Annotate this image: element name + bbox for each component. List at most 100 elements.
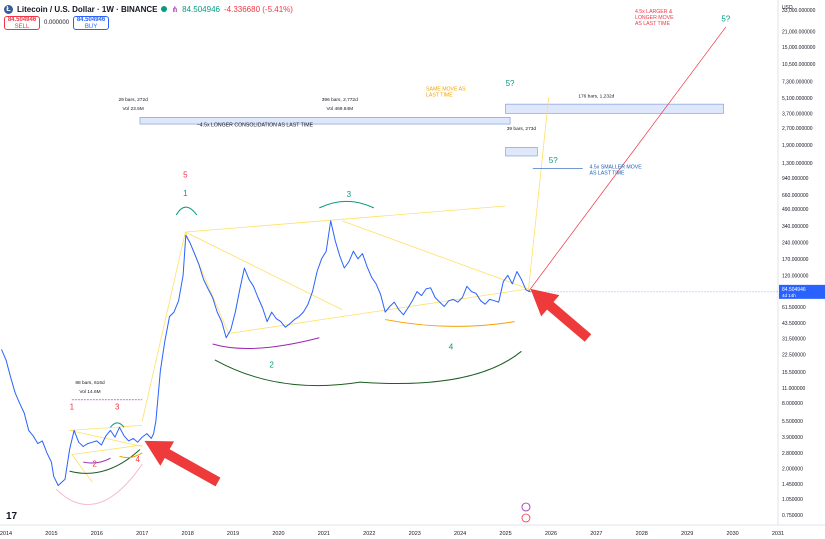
x-tick-label: 2028 — [636, 531, 648, 537]
measure-note: Vol 469.84M — [326, 106, 353, 112]
measure-box — [139, 117, 511, 125]
y-tick-label: 43.500000 — [782, 321, 806, 327]
yellow-trend-line — [185, 231, 343, 310]
callout-text: LAST TIME — [426, 93, 453, 99]
wave-label: 5? — [549, 156, 558, 165]
x-tick-label: 2021 — [318, 531, 330, 537]
x-tick-label: 2016 — [91, 531, 103, 537]
x-tick-label: 2014 — [0, 531, 12, 537]
measure-note: 396 bars, 2,772d — [322, 97, 358, 103]
wave-label: 2 — [92, 459, 97, 468]
dark-green-arc — [214, 350, 522, 387]
x-tick-label: 2023 — [409, 531, 421, 537]
x-tick-label: 2019 — [227, 531, 239, 537]
y-tick-label: 2,700.000000 — [782, 126, 813, 132]
yellow-trend-line — [141, 231, 186, 421]
market-status-dot-icon — [161, 6, 168, 12]
wave-label: 5? — [506, 79, 515, 88]
y-tick-label: 7,300.000000 — [782, 79, 813, 85]
annotations: 1 2 3 4 5 1 2 3 4 5? 5? 5? 29 bars, 272d Vol 23.5M 396… — [6, 9, 731, 523]
green-arc — [110, 422, 125, 428]
y-tick-label: 21,000.000000 — [782, 29, 816, 35]
y-tick-label: 10,500.000000 — [782, 62, 816, 68]
y-tick-label: 15,000.000000 — [782, 45, 816, 51]
y-tick-label: 0.750000 — [782, 513, 803, 519]
x-tick-label: 2025 — [499, 531, 511, 537]
y-tick-label: 2.800000 — [782, 451, 803, 457]
y-tick-label: 15.500000 — [782, 370, 806, 376]
measure-note: Vol 14.6M — [79, 389, 100, 395]
green-arc — [175, 206, 198, 216]
y-tick-label: 940.000000 — [782, 176, 809, 182]
measure-box — [505, 147, 538, 157]
chart-header: Ł Litecoin / U.S. Dollar · 1W · BINANCE … — [4, 2, 293, 16]
y-tick-label: 22.500000 — [782, 352, 806, 358]
callout-text: 4.5x SMALLER MOVE — [590, 165, 643, 171]
sell-button[interactable]: 84.504946 SELL — [4, 16, 40, 30]
y-tick-label: 240.000000 — [782, 241, 809, 247]
x-tick-label: 2015 — [45, 531, 57, 537]
symbol-title[interactable]: Litecoin / U.S. Dollar · 1W · BINANCE — [17, 4, 158, 14]
orange-arc — [385, 319, 515, 327]
x-tick-label: 2020 — [272, 531, 284, 537]
yellow-trend-line — [341, 220, 529, 290]
y-tick-label: 660.000000 — [782, 193, 809, 199]
red-projection-line — [527, 26, 727, 293]
current-price-tag — [779, 284, 825, 299]
x-tick-label: 2024 — [454, 531, 466, 537]
tradingview-logo-icon: 17 — [6, 511, 18, 522]
share-icon[interactable]: ⋔ — [171, 4, 179, 14]
y-tick-label: 120.000000 — [782, 273, 809, 279]
y-tick-label: 61.500000 — [782, 305, 806, 311]
sell-label: SELL — [14, 24, 30, 30]
wave-label: 1 — [70, 403, 75, 412]
currency-label: USD — [782, 5, 793, 11]
y-tick-label: 1.050000 — [782, 497, 803, 503]
dark-green-arc — [69, 449, 141, 474]
wave-label: 2 — [269, 361, 274, 370]
x-tick-label: 2017 — [136, 531, 148, 537]
measure-note: 88 bars, 616d — [75, 380, 105, 386]
measure-box — [505, 103, 724, 114]
callout-text: 4.5x LARGER & — [635, 9, 673, 15]
y-tick-label: 170.000000 — [782, 257, 809, 263]
measure-boxes — [71, 103, 724, 401]
pink-arc — [55, 463, 143, 505]
event-icon — [521, 502, 531, 512]
red-arrow-icon — [144, 440, 221, 487]
measure-note: 39 bars, 273d — [507, 126, 537, 132]
buy-button[interactable]: 84.504946 BUY — [73, 16, 110, 30]
current-price-label: 84.504946 — [782, 287, 806, 293]
yellow-trend-line — [71, 444, 143, 455]
y-tick-label: 1,300.000000 — [782, 161, 813, 167]
wave-label: 4 — [135, 455, 140, 464]
wave-label: 5 — [183, 171, 188, 180]
buy-price: 84.504946 — [76, 17, 106, 23]
x-tick-label: 2030 — [726, 531, 738, 537]
measure-note: 176 bars, 1,232d — [578, 93, 614, 99]
wave-label: 1 — [183, 189, 188, 198]
x-tick-label: 2027 — [590, 531, 602, 537]
red-arrow-icon — [530, 288, 592, 342]
y-tick-label: 31.500000 — [782, 336, 806, 342]
y-tick-label: 8.000000 — [782, 401, 803, 407]
y-tick-label: 11.000000 — [782, 386, 805, 392]
arrows — [144, 288, 592, 487]
callout-text: SAME MOVE AS — [426, 87, 466, 93]
y-tick-label: 3,700.000000 — [782, 111, 813, 117]
green-arc — [319, 200, 375, 209]
purple-arc — [83, 457, 111, 464]
x-tick-label: 2031 — [772, 531, 784, 537]
yellow-trend-line — [69, 424, 143, 431]
wave-label: 3 — [347, 190, 352, 199]
yellow-trend-line — [185, 205, 506, 233]
y-tick-label: 5.500000 — [782, 419, 803, 425]
y-tick-label: 490.000000 — [782, 207, 809, 213]
price-line — [1, 220, 531, 486]
wave-label: 3 — [115, 403, 120, 412]
y-tick-label: 33,000.000000 — [782, 8, 816, 14]
x-tick-label: 2026 — [545, 531, 557, 537]
